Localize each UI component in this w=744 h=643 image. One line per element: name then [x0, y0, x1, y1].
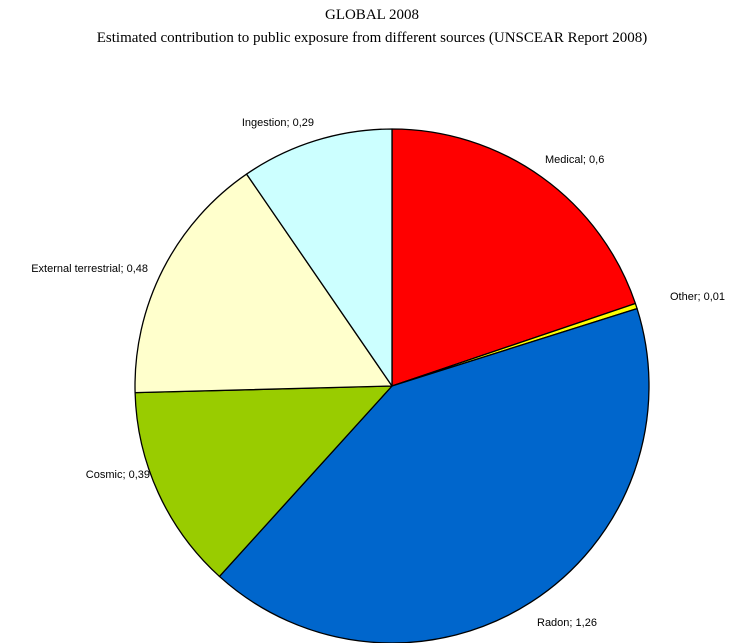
pie-slice-cosmic [134, 385, 393, 578]
slice-label-external-terrestrial: External terrestrial; 0,48 [31, 263, 148, 275]
pie-slice-external-terrestrial [134, 173, 393, 394]
chart-title: GLOBAL 2008 [324, 7, 420, 23]
slice-label-ingestion: Ingestion; 0,29 [242, 117, 314, 129]
pie-slice-medical [391, 128, 637, 387]
slice-label-medical: Medical; 0,6 [545, 154, 604, 166]
slice-label-other: Other; 0,01 [670, 291, 725, 303]
pie-slice-radon [218, 307, 650, 643]
chart-subtitle: Estimated contribution to public exposur… [96, 30, 648, 46]
pie-slice-ingestion [245, 128, 393, 387]
slice-label-cosmic: Cosmic; 0,39 [86, 469, 150, 481]
slice-label-radon: Radon; 1,26 [537, 617, 597, 629]
